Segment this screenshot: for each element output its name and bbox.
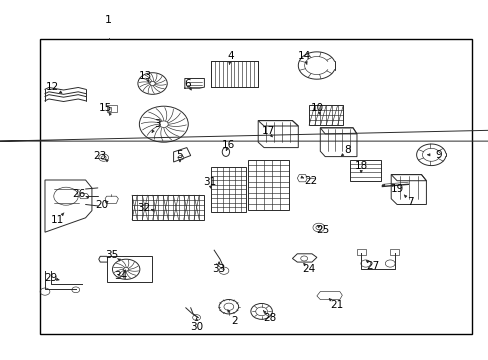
Text: 20: 20 bbox=[95, 200, 108, 210]
Bar bbox=[211, 61, 257, 87]
Text: 2: 2 bbox=[231, 316, 238, 326]
Text: 31: 31 bbox=[202, 177, 216, 187]
Text: 16: 16 bbox=[222, 140, 235, 150]
Bar bbox=[308, 105, 343, 125]
Bar bbox=[248, 160, 288, 210]
Text: 17: 17 bbox=[261, 126, 274, 136]
Text: 33: 33 bbox=[212, 264, 225, 274]
Text: 27: 27 bbox=[365, 261, 379, 271]
Text: 25: 25 bbox=[315, 225, 329, 235]
Text: 34: 34 bbox=[114, 271, 128, 282]
Bar bbox=[349, 160, 381, 181]
Text: 14: 14 bbox=[297, 51, 310, 61]
Text: 5: 5 bbox=[176, 150, 183, 160]
Text: 29: 29 bbox=[44, 273, 58, 283]
Text: 4: 4 bbox=[227, 51, 234, 61]
Text: 6: 6 bbox=[183, 78, 190, 89]
Bar bbox=[107, 107, 111, 111]
Text: 21: 21 bbox=[329, 300, 343, 310]
Text: 12: 12 bbox=[46, 82, 60, 92]
Bar bbox=[106, 256, 151, 282]
Bar bbox=[356, 249, 365, 255]
Text: 22: 22 bbox=[303, 176, 317, 186]
Text: 32: 32 bbox=[137, 203, 151, 213]
Bar bbox=[40, 39, 471, 334]
Text: 13: 13 bbox=[139, 71, 152, 81]
Text: 23: 23 bbox=[93, 150, 107, 161]
Bar bbox=[106, 105, 117, 112]
Text: 18: 18 bbox=[354, 161, 368, 171]
Text: 10: 10 bbox=[311, 103, 324, 113]
Text: 1: 1 bbox=[105, 15, 112, 25]
Text: 7: 7 bbox=[407, 197, 413, 207]
Text: 15: 15 bbox=[98, 103, 112, 113]
Bar bbox=[211, 61, 257, 87]
Text: 11: 11 bbox=[51, 215, 64, 225]
Text: 3: 3 bbox=[154, 119, 161, 129]
Bar bbox=[389, 249, 398, 255]
Text: 19: 19 bbox=[389, 184, 403, 194]
Text: 35: 35 bbox=[104, 250, 118, 260]
Text: 9: 9 bbox=[435, 150, 442, 160]
Text: 8: 8 bbox=[343, 145, 350, 156]
Text: 28: 28 bbox=[263, 312, 276, 323]
Text: 26: 26 bbox=[72, 189, 86, 199]
Bar bbox=[211, 167, 246, 212]
Bar bbox=[132, 195, 204, 220]
Text: 24: 24 bbox=[302, 264, 315, 274]
Text: 30: 30 bbox=[190, 322, 203, 332]
